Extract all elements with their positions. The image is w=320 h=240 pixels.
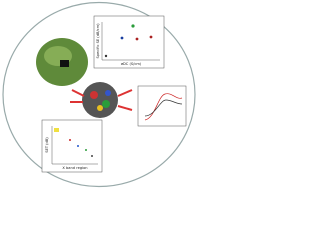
point xyxy=(77,145,79,147)
point xyxy=(85,149,87,151)
particle xyxy=(97,105,103,111)
top-chart xyxy=(93,15,165,69)
wave-arrows xyxy=(70,89,133,111)
point xyxy=(69,139,71,141)
highlight-box xyxy=(54,128,59,132)
point xyxy=(135,37,139,41)
x-axis-label: X band region xyxy=(62,166,87,170)
point xyxy=(149,35,153,39)
point xyxy=(131,24,135,28)
particle xyxy=(105,90,111,96)
y-axis-label: Specific SE (dB/cm) xyxy=(96,23,100,59)
y-axis-label: SET (dB) xyxy=(45,137,49,153)
particle xyxy=(90,91,98,99)
point xyxy=(91,155,93,157)
right-chart xyxy=(137,85,187,127)
x-axis-label: σDC (S/cm) xyxy=(121,62,142,66)
point xyxy=(104,54,108,58)
composite-sphere xyxy=(82,82,118,118)
curve xyxy=(144,93,183,121)
graphic: Specific SE (dB/cm) σDC (S/cm) SET (dB) … xyxy=(2,1,196,188)
sample-film xyxy=(60,60,69,67)
curve xyxy=(144,99,183,117)
particle xyxy=(102,100,110,108)
point xyxy=(120,36,124,40)
